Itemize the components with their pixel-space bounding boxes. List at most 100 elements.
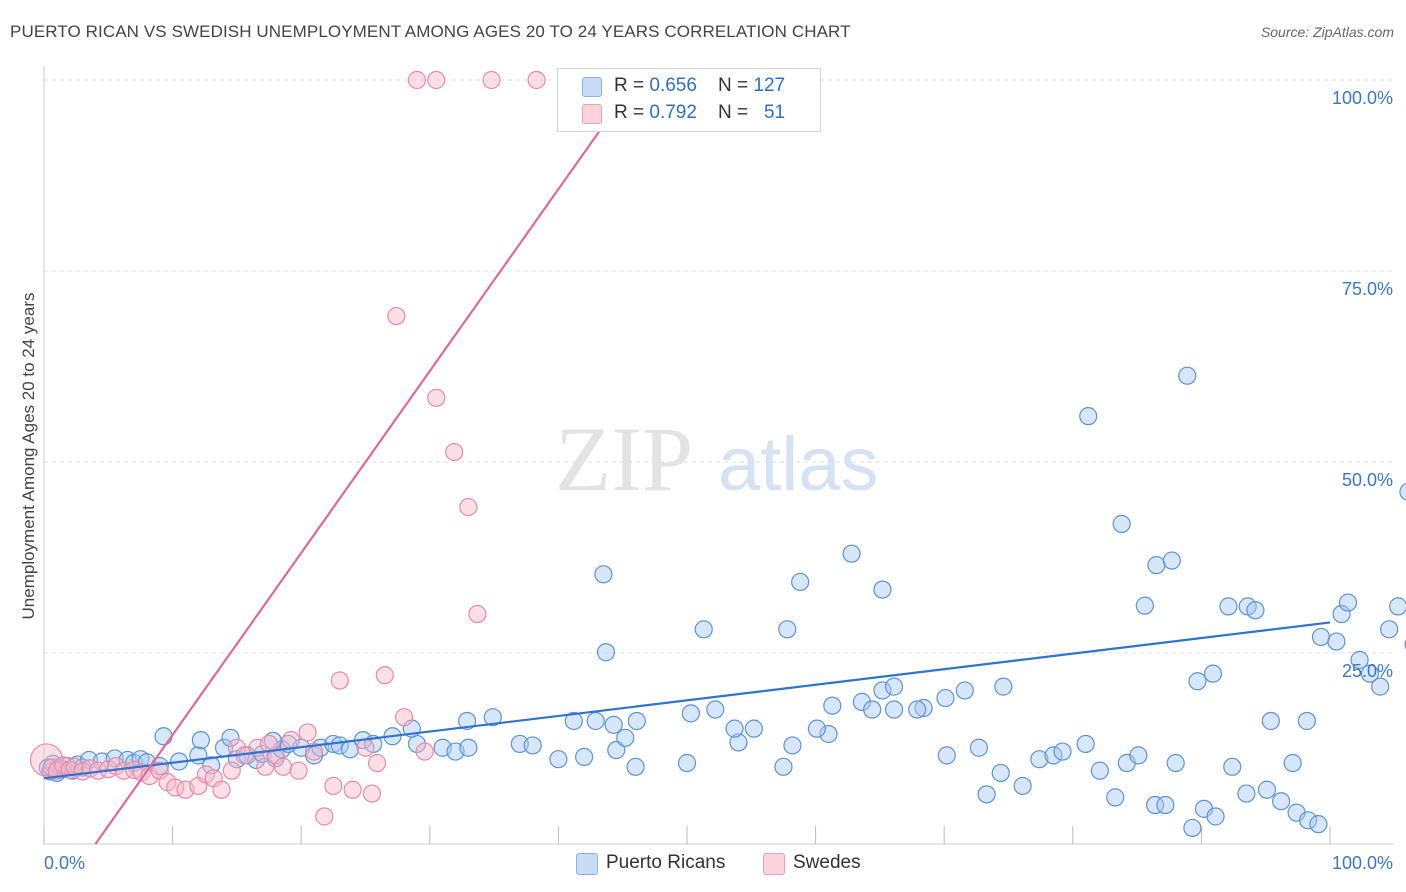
data-point: [884, 700, 904, 719]
data-point: [468, 604, 487, 624]
y-tick-labels: 25.0% 50.0% 75.0% 100.0%: [1332, 88, 1393, 681]
data-point: [289, 761, 308, 780]
data-point: [1311, 627, 1331, 647]
x-tick-min: 0.0%: [44, 853, 85, 873]
data-point: [259, 734, 279, 754]
data-point: [427, 388, 446, 407]
data-point: [154, 727, 173, 746]
data-point: [42, 758, 61, 777]
data-point: [407, 70, 427, 90]
bottom-legend-label: Puerto Ricans: [606, 852, 726, 873]
data-point: [1246, 601, 1265, 620]
data-point: [281, 730, 301, 750]
data-point: [873, 681, 892, 700]
data-point: [991, 763, 1010, 783]
data-point: [1146, 795, 1165, 815]
data-point: [1223, 757, 1242, 776]
data-point: [1188, 672, 1207, 691]
data-point: [994, 677, 1013, 696]
stats-legend: R = 0.656 N = 127 R = 0.792 N = 51: [557, 68, 821, 132]
data-point: [823, 696, 842, 715]
data-point: [694, 620, 713, 639]
legend-n-label: N =: [718, 75, 754, 96]
data-point: [677, 753, 697, 773]
legend-r-label: R =: [614, 102, 650, 123]
data-point: [1327, 632, 1346, 651]
data-point: [819, 724, 838, 744]
data-point: [586, 711, 605, 731]
data-point: [884, 677, 904, 696]
data-point: [387, 306, 406, 326]
chart-title: PUERTO RICAN VS SWEDISH UNEMPLOYMENT AMO…: [10, 22, 851, 41]
data-point: [1261, 711, 1280, 731]
data-point: [459, 738, 478, 757]
data-point: [482, 70, 501, 90]
y-tick-label: 25.0%: [1342, 661, 1393, 681]
data-point: [523, 736, 542, 755]
data-point: [1389, 597, 1406, 616]
data-point: [936, 688, 955, 708]
data-point: [681, 704, 700, 723]
data-point: [1299, 811, 1318, 830]
source-credit: Source: ZipAtlas.com: [1260, 24, 1394, 40]
data-point: [744, 719, 763, 738]
data-point: [256, 757, 275, 776]
data-point: [604, 715, 623, 734]
data-point: [415, 742, 434, 761]
data-point: [729, 733, 748, 752]
data-point: [1283, 753, 1302, 773]
data-point: [596, 643, 616, 662]
data-point: [427, 70, 446, 90]
data-point: [842, 544, 861, 563]
data-point: [977, 785, 996, 804]
data-point: [394, 708, 414, 727]
data-point: [1079, 407, 1098, 426]
data-point: [1360, 664, 1379, 683]
data-point: [791, 572, 810, 592]
data-point: [564, 711, 583, 731]
data-point: [1090, 761, 1109, 780]
data-point: [1129, 746, 1148, 765]
legend-n-value: 127: [753, 75, 786, 96]
data-point: [315, 807, 334, 826]
data-point: [955, 681, 974, 700]
data-point: [29, 743, 64, 777]
data-point: [1053, 742, 1072, 761]
legend-r-value: 0.792: [649, 102, 697, 123]
data-point: [1156, 795, 1175, 815]
data-point: [575, 747, 594, 767]
data-point: [627, 711, 646, 731]
data-point: [852, 692, 871, 711]
data-point: [457, 711, 477, 731]
data-point: [725, 719, 744, 738]
data-point: [356, 738, 375, 757]
data-point: [937, 746, 956, 765]
trend-line: [94, 79, 637, 845]
y-tick-label: 75.0%: [1342, 279, 1393, 299]
data-point: [1135, 596, 1154, 615]
bottom-legend-label: Swedes: [793, 852, 861, 873]
data-point: [362, 784, 382, 803]
legend-swatch-swedes: [582, 104, 602, 124]
watermark-zip: ZIP: [555, 408, 693, 510]
data-point: [1332, 604, 1351, 624]
data-point: [783, 736, 802, 755]
data-point: [873, 580, 892, 599]
data-point: [367, 753, 387, 773]
data-point: [1257, 780, 1277, 799]
y-tick-label: 50.0%: [1342, 470, 1393, 490]
data-point: [212, 780, 231, 799]
x-tick-max: 100.0%: [1332, 853, 1393, 873]
legend-r-value: 0.656: [649, 75, 697, 96]
data-point: [1183, 818, 1202, 838]
data-point: [1203, 664, 1223, 683]
legend-r-label: R =: [614, 75, 650, 96]
data-point: [1399, 483, 1406, 501]
data-point: [304, 746, 324, 765]
data-point: [343, 780, 362, 799]
legend-n-label: N =: [718, 102, 754, 123]
data-point: [549, 750, 568, 769]
watermark-atlas: atlas: [718, 422, 879, 507]
data-point: [1166, 753, 1185, 773]
data-point: [863, 700, 882, 719]
